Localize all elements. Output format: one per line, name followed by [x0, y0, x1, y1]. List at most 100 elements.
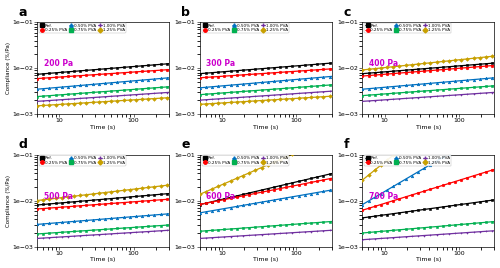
Point: [58, 70, 66, 75]
Point: [301, 181, 309, 186]
Point: [150, 68, 158, 73]
Point: [276, 70, 284, 75]
Point: [358, 87, 366, 91]
Point: [470, 62, 478, 67]
Point: [39, 72, 47, 76]
Point: [58, 85, 66, 89]
Point: [488, 64, 496, 68]
Point: [46, 86, 54, 90]
Point: [438, 224, 446, 228]
Point: [364, 99, 372, 103]
Point: [208, 101, 216, 106]
Point: [301, 96, 309, 100]
Point: [445, 232, 453, 236]
Point: [464, 86, 471, 90]
Point: [88, 82, 96, 87]
Point: [438, 65, 446, 69]
Point: [202, 210, 210, 214]
Point: [326, 228, 334, 233]
Point: [138, 64, 146, 68]
Point: [320, 229, 328, 233]
Point: [264, 87, 272, 92]
Point: [313, 68, 321, 72]
Point: [426, 81, 434, 85]
Point: [202, 201, 210, 205]
Point: [383, 188, 391, 192]
Point: [233, 90, 241, 94]
Point: [114, 66, 122, 70]
Point: [88, 233, 96, 237]
Point: [414, 234, 422, 238]
Point: [383, 158, 391, 162]
Point: [358, 202, 366, 207]
Point: [307, 229, 315, 234]
Point: [226, 195, 234, 199]
Point: [320, 139, 328, 143]
Point: [326, 177, 334, 181]
Point: [458, 177, 466, 182]
Point: [420, 225, 428, 230]
Point: [252, 88, 260, 93]
Text: b: b: [181, 6, 190, 19]
Point: [264, 224, 272, 228]
Point: [144, 199, 152, 203]
Point: [220, 91, 228, 95]
Point: [282, 65, 290, 69]
Point: [70, 194, 78, 198]
Point: [288, 78, 296, 82]
Point: [239, 173, 247, 178]
Point: [138, 97, 146, 102]
Point: [383, 200, 391, 205]
Point: [396, 64, 404, 68]
Point: [408, 70, 416, 74]
Legend: Ref., 0.25% PVA, 0.50% PVA, 0.75% PVA, 1.00% PVA, 1.25% PVA: Ref., 0.25% PVA, 0.50% PVA, 0.75% PVA, 1…: [39, 23, 126, 33]
Point: [438, 80, 446, 84]
Text: 400 Pa: 400 Pa: [369, 59, 398, 68]
Point: [82, 193, 90, 197]
Point: [120, 231, 128, 235]
Point: [214, 199, 222, 203]
Point: [138, 87, 146, 91]
Point: [301, 63, 309, 67]
Point: [476, 91, 484, 95]
Point: [488, 198, 496, 202]
Point: [70, 204, 78, 209]
Point: [301, 69, 309, 73]
Point: [364, 71, 372, 75]
Point: [252, 191, 260, 196]
Point: [326, 61, 334, 65]
Point: [432, 68, 440, 72]
Point: [370, 73, 378, 77]
Point: [307, 180, 315, 185]
Point: [120, 88, 128, 92]
Point: [245, 68, 253, 72]
Point: [370, 86, 378, 90]
Point: [458, 92, 466, 97]
Point: [196, 202, 203, 207]
Point: [76, 199, 84, 203]
Point: [420, 61, 428, 66]
Point: [208, 200, 216, 204]
Point: [458, 222, 466, 226]
Point: [114, 99, 122, 103]
Point: [390, 228, 398, 232]
Point: [163, 90, 171, 95]
Point: [132, 98, 140, 102]
Point: [76, 91, 84, 95]
Point: [402, 96, 409, 100]
Point: [138, 214, 146, 218]
Point: [120, 188, 128, 192]
Point: [70, 69, 78, 73]
Point: [320, 220, 328, 224]
Point: [396, 181, 404, 185]
Point: [282, 86, 290, 90]
Point: [390, 236, 398, 240]
Point: [326, 188, 334, 192]
Point: [70, 200, 78, 204]
Point: [482, 64, 490, 68]
Point: [276, 92, 284, 97]
Point: [214, 84, 222, 88]
Point: [39, 87, 47, 91]
Point: [364, 87, 372, 91]
Point: [482, 79, 490, 83]
